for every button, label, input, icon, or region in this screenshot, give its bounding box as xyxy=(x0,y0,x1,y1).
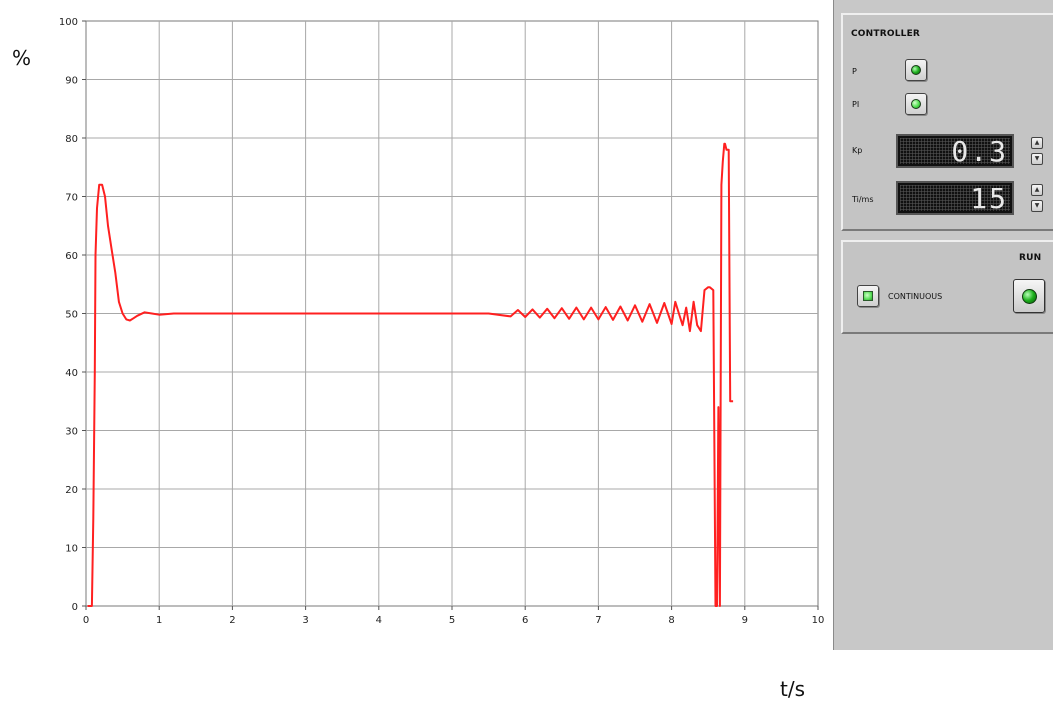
run-led-icon xyxy=(1022,289,1037,304)
arrow-up-icon: ▲ xyxy=(1034,186,1040,193)
y-tick-label: 10 xyxy=(65,544,78,555)
y-tick-label: 0 xyxy=(72,602,78,613)
x-axis-label: t/s xyxy=(780,677,805,701)
run-button[interactable] xyxy=(1013,279,1045,313)
x-tick-label: 6 xyxy=(522,615,528,626)
continuous-led-icon xyxy=(863,291,873,301)
ti-value: 15 xyxy=(970,182,1008,215)
y-tick-label: 30 xyxy=(65,427,78,438)
kp-display: 0.3 xyxy=(896,134,1014,168)
x-tick-label: 1 xyxy=(156,615,162,626)
kp-value: 0.3 xyxy=(951,135,1008,168)
y-tick-label: 100 xyxy=(59,17,78,28)
arrow-up-icon: ▲ xyxy=(1034,139,1040,146)
y-tick-label: 20 xyxy=(65,485,78,496)
kp-label: Kp xyxy=(852,146,863,155)
kp-decrease-button[interactable]: ▼ xyxy=(1031,153,1043,165)
pi-label: PI xyxy=(852,100,860,109)
y-tick-label: 70 xyxy=(65,193,78,204)
controller-title: CONTROLLER xyxy=(851,29,921,39)
ti-display: 15 xyxy=(896,181,1014,215)
ti-label: Ti/ms xyxy=(852,195,874,204)
x-tick-label: 2 xyxy=(229,615,235,626)
y-tick-label: 40 xyxy=(65,368,78,379)
pi-mode-button[interactable] xyxy=(905,93,927,115)
arrow-down-icon: ▼ xyxy=(1034,155,1040,162)
x-tick-label: 0 xyxy=(83,615,89,626)
continuous-toggle-button[interactable] xyxy=(857,285,879,307)
x-tick-label: 7 xyxy=(595,615,601,626)
x-tick-label: 5 xyxy=(449,615,455,626)
y-tick-label: 80 xyxy=(65,134,78,145)
run-title: RUN xyxy=(1019,253,1042,263)
x-tick-label: 4 xyxy=(376,615,382,626)
continuous-label: CONTINUOUS xyxy=(888,292,943,301)
y-tick-label: 50 xyxy=(65,310,78,321)
controller-group: CONTROLLER P PI Kp 0.3 ▲ ▼ Ti/ms 15 ▲ ▼ xyxy=(841,13,1053,231)
x-tick-label: 10 xyxy=(812,615,825,626)
run-group: RUN CONTINUOUS xyxy=(841,240,1053,334)
ti-decrease-button[interactable]: ▼ xyxy=(1031,200,1043,212)
kp-increase-button[interactable]: ▲ xyxy=(1031,137,1043,149)
y-tick-label: 60 xyxy=(65,251,78,262)
p-label: P xyxy=(852,67,857,76)
x-tick-label: 3 xyxy=(302,615,308,626)
control-panel: CONTROLLER P PI Kp 0.3 ▲ ▼ Ti/ms 15 ▲ ▼ … xyxy=(833,0,1053,650)
ti-increase-button[interactable]: ▲ xyxy=(1031,184,1043,196)
x-tick-label: 8 xyxy=(668,615,674,626)
y-tick-label: 90 xyxy=(65,76,78,87)
p-led-icon xyxy=(911,65,921,75)
p-mode-button[interactable] xyxy=(905,59,927,81)
pi-led-icon xyxy=(911,99,921,109)
arrow-down-icon: ▼ xyxy=(1034,202,1040,209)
series-line xyxy=(87,142,734,607)
y-axis-label: % xyxy=(12,46,31,70)
x-tick-label: 9 xyxy=(742,615,748,626)
